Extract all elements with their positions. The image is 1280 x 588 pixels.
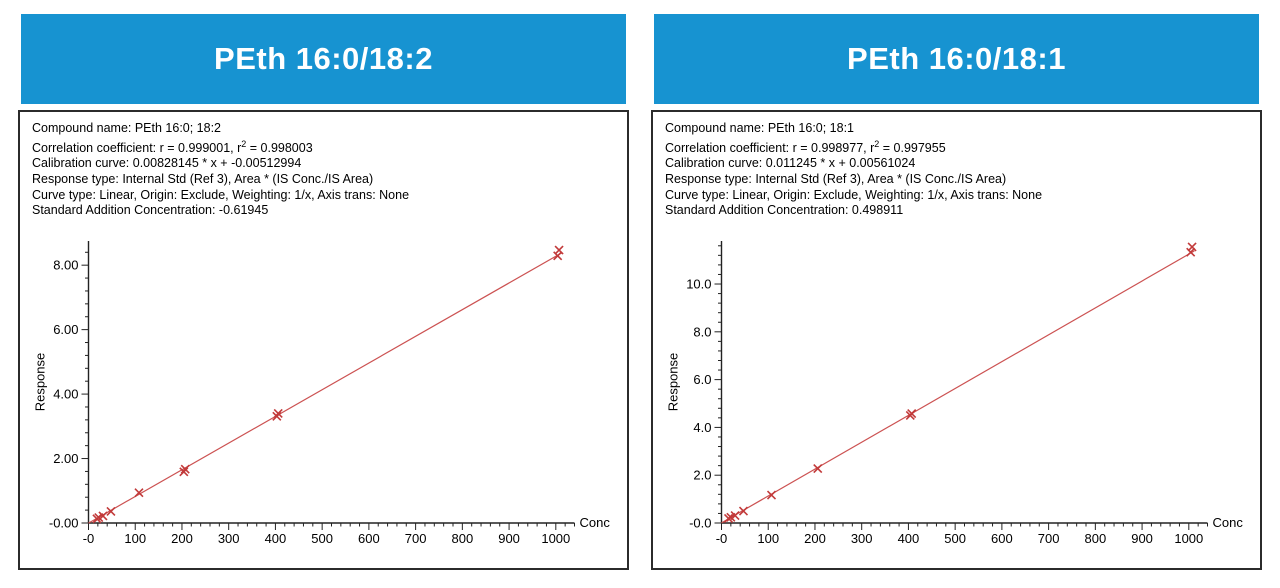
calibration-chart: -0 100 200 300 400 500 600 700 800 900 1000 -0.00 2.… <box>33 240 611 546</box>
info-calibration-curve: Calibration curve: 0.011245 * x + 0.0056… <box>665 156 916 171</box>
info-correlation-coefficient: Correlation coefficient: r = 0.998977, r… <box>665 138 946 155</box>
info-standard-addition: Standard Addition Concentration: 0.49891… <box>665 203 904 218</box>
info-standard-addition: Standard Addition Concentration: -0.6194… <box>32 203 269 218</box>
panel-peth-16-0-18-2: PEth 16:0/18:2 Compound name: PEth 16:0;… <box>18 14 629 570</box>
r-squared-superscript: 2 <box>874 138 880 149</box>
info-compound-name: Compound name: PEth 16:0; 18:2 <box>32 121 222 135</box>
calibration-report: PEth 16:0/18:2 Compound name: PEth 16:0;… <box>18 14 1262 570</box>
svg-text:Conc: Conc <box>580 515 611 530</box>
svg-text:200: 200 <box>804 531 826 546</box>
compound-info-block: Compound name: PEth 16:0; 18:2 Correlati… <box>30 121 619 219</box>
info-curve-type: Curve type: Linear, Origin: Exclude, Wei… <box>665 187 1043 202</box>
svg-text:300: 300 <box>218 531 240 546</box>
svg-text:-0: -0 <box>83 531 95 546</box>
svg-text:-0.00: -0.00 <box>49 515 79 530</box>
info-response-type: Response type: Internal Std (Ref 3), Are… <box>32 171 374 186</box>
compound-info-block: Compound name: PEth 16:0; 18:1 Correlati… <box>663 121 1252 219</box>
svg-text:600: 600 <box>358 531 380 546</box>
panel-title-bar: PEth 16:0/18:2 <box>21 14 626 104</box>
panel-title: PEth 16:0/18:2 <box>214 41 433 76</box>
svg-text:-0.0: -0.0 <box>689 515 711 530</box>
calibration-panel: Compound name: PEth 16:0; 18:2 Correlati… <box>18 110 629 570</box>
panel-peth-16-0-18-1: PEth 16:0/18:1 Compound name: PEth 16:0;… <box>651 14 1262 570</box>
svg-text:900: 900 <box>1131 531 1153 546</box>
info-curve-type: Curve type: Linear, Origin: Exclude, Wei… <box>32 187 410 202</box>
calibration-chart: -0 100 200 300 400 500 600 700 800 900 1000 -0.0 2.0… <box>666 240 1244 546</box>
svg-text:6.00: 6.00 <box>53 322 78 337</box>
svg-text:400: 400 <box>265 531 287 546</box>
svg-text:200: 200 <box>171 531 193 546</box>
svg-text:Conc: Conc <box>1213 515 1244 530</box>
svg-text:100: 100 <box>124 531 146 546</box>
svg-text:600: 600 <box>991 531 1013 546</box>
panel-title: PEth 16:0/18:1 <box>847 41 1066 76</box>
info-compound-name: Compound name: PEth 16:0; 18:1 <box>665 121 855 135</box>
svg-text:800: 800 <box>1084 531 1106 546</box>
svg-text:Response: Response <box>666 352 681 411</box>
svg-text:6.0: 6.0 <box>693 372 711 387</box>
svg-text:700: 700 <box>1038 531 1060 546</box>
svg-text:400: 400 <box>898 531 920 546</box>
svg-text:4.0: 4.0 <box>693 420 711 435</box>
svg-text:1000: 1000 <box>541 531 570 546</box>
info-response-type: Response type: Internal Std (Ref 3), Are… <box>665 171 1007 186</box>
svg-text:100: 100 <box>757 531 779 546</box>
svg-text:500: 500 <box>311 531 333 546</box>
info-calibration-curve: Calibration curve: 0.00828145 * x + -0.0… <box>32 156 302 171</box>
svg-text:10.0: 10.0 <box>686 276 711 291</box>
r-squared-superscript: 2 <box>241 138 247 149</box>
svg-text:800: 800 <box>451 531 473 546</box>
svg-text:900: 900 <box>498 531 520 546</box>
svg-text:4.00: 4.00 <box>53 386 78 401</box>
calibration-panel: Compound name: PEth 16:0; 18:1 Correlati… <box>651 110 1262 570</box>
svg-text:1000: 1000 <box>1174 531 1203 546</box>
svg-text:-0: -0 <box>716 531 728 546</box>
svg-text:Response: Response <box>33 352 48 411</box>
panel-title-bar: PEth 16:0/18:1 <box>654 14 1259 104</box>
svg-text:2.0: 2.0 <box>693 467 711 482</box>
svg-text:700: 700 <box>405 531 427 546</box>
svg-text:8.00: 8.00 <box>53 257 78 272</box>
svg-text:8.0: 8.0 <box>693 324 711 339</box>
info-correlation-coefficient: Correlation coefficient: r = 0.999001, r… <box>32 138 313 155</box>
svg-text:500: 500 <box>944 531 966 546</box>
svg-text:2.00: 2.00 <box>53 451 78 466</box>
svg-text:300: 300 <box>851 531 873 546</box>
